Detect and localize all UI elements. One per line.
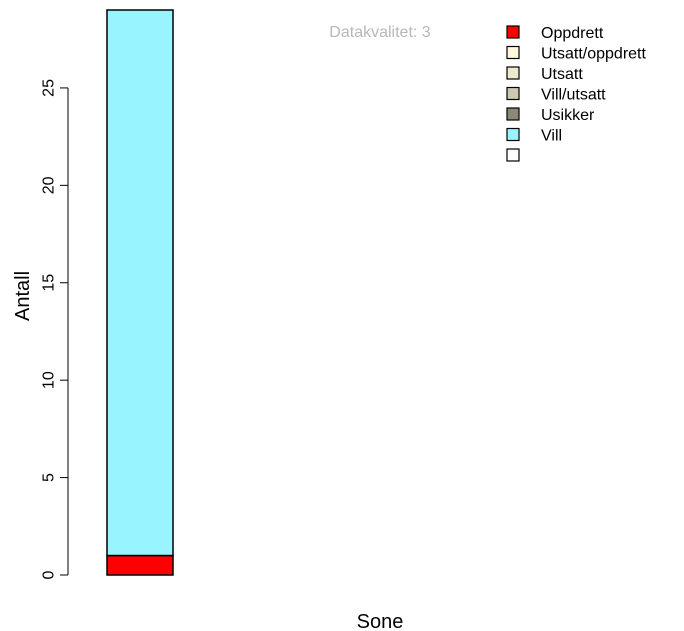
y-axis: 0 5 10 15 20 25 (41, 79, 69, 579)
legend-label-oppdrett: Oppdrett (541, 25, 604, 42)
legend-swatch-utsatt-oppdrett (506, 45, 520, 60)
legend-label-utsatt-oppdrett: Utsatt/oppdrett (541, 46, 647, 63)
legend-swatch-usikker (506, 107, 520, 121)
legend-swatch-unnamed-6 (506, 148, 520, 162)
chart-subtitle: Datakvalitet: 3 (329, 24, 430, 41)
y-axis-title: Antall (12, 271, 34, 321)
legend-swatch-oppdrett (506, 25, 520, 39)
y-tick-label-15: 15 (41, 274, 58, 292)
bar-segment-oppdrett (106, 554, 174, 576)
y-tick-label-0: 0 (41, 570, 58, 579)
legend-swatch-vill-utsatt (506, 86, 520, 101)
legend-swatch-utsatt (506, 66, 520, 80)
y-tick-label-5: 5 (41, 473, 58, 482)
legend: Oppdrett Utsatt/oppdrett Utsatt Vill/utsatt… (506, 25, 647, 162)
bar-segment-vill (106, 9, 174, 557)
legend-label-usikker: Usikker (541, 107, 595, 124)
plot-area (106, 9, 174, 576)
y-tick-label-25: 25 (41, 79, 58, 97)
y-tick-label-10: 10 (41, 371, 58, 389)
legend-label-vill: Vill (541, 128, 562, 145)
legend-label-utsatt: Utsatt (541, 66, 583, 83)
legend-label-vill-utsatt: Vill/utsatt (541, 87, 606, 104)
legend-swatch-vill (506, 127, 520, 142)
x-axis-title: Sone (357, 611, 404, 631)
y-tick-label-20: 20 (41, 176, 58, 194)
